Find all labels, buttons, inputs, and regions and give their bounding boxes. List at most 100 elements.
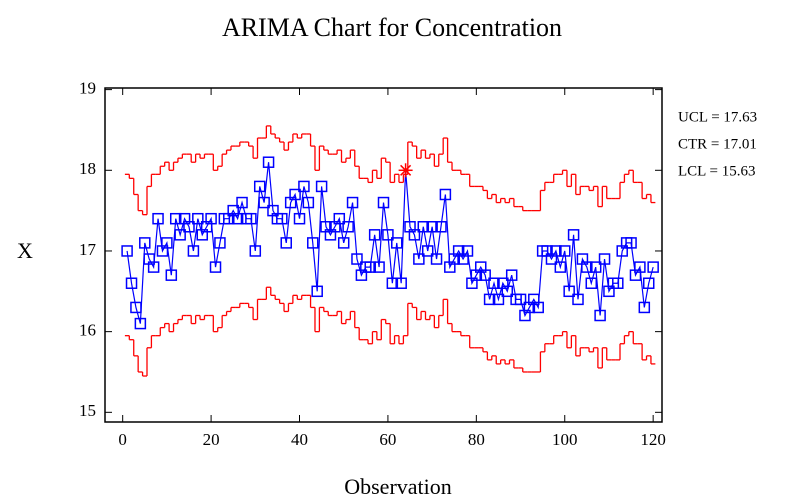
point-marker	[413, 253, 425, 265]
point-marker	[262, 156, 275, 168]
point-marker	[567, 229, 580, 241]
data-line	[126, 162, 654, 324]
point-marker	[395, 277, 407, 289]
point-marker	[391, 237, 403, 249]
x-tick-label: 40	[291, 430, 308, 449]
point-marker	[346, 196, 359, 209]
asterisk-stroke	[400, 164, 412, 176]
point-marker	[634, 261, 646, 273]
point-marker	[307, 237, 319, 249]
point-marker	[501, 285, 514, 298]
point-marker	[298, 180, 310, 193]
point-marker	[435, 221, 447, 233]
point-marker	[594, 309, 606, 322]
x-tick-label: 100	[552, 430, 578, 449]
point-marker	[598, 253, 611, 265]
point-marker	[426, 221, 438, 233]
point-marker	[581, 261, 593, 273]
point-marker	[550, 245, 562, 257]
point-marker	[249, 245, 262, 257]
point-marker	[572, 293, 584, 306]
point-marker	[488, 277, 500, 289]
point-marker	[152, 212, 164, 225]
x-tick-label: 60	[379, 430, 396, 449]
y-axis-label: X	[17, 238, 33, 263]
point-marker	[589, 261, 602, 273]
point-marker	[121, 245, 133, 257]
point-marker	[315, 180, 328, 193]
point-marker	[333, 212, 346, 225]
x-tick-label: 20	[203, 430, 220, 449]
point-marker	[638, 301, 651, 314]
y-tick-label: 15	[79, 401, 96, 420]
point-marker	[492, 293, 505, 306]
point-marker	[187, 245, 200, 257]
point-marker	[174, 229, 186, 241]
point-marker	[461, 245, 474, 257]
point-marker	[245, 212, 257, 225]
y-tick-label: 16	[79, 321, 96, 340]
point-marker	[169, 212, 182, 225]
point-marker	[642, 277, 655, 289]
point-marker	[231, 212, 244, 225]
summary-label: LCL = 15.63	[678, 163, 755, 179]
point-marker	[125, 277, 138, 289]
chart-title: ARIMA Chart for Concentration	[222, 13, 562, 42]
point-marker	[408, 229, 421, 241]
point-marker	[430, 253, 443, 265]
point-marker	[417, 221, 430, 233]
point-marker	[147, 261, 160, 273]
point-marker	[280, 237, 292, 249]
point-marker	[647, 261, 659, 273]
y-tick-label: 19	[79, 79, 96, 98]
point-marker	[209, 261, 222, 273]
point-marker	[276, 212, 288, 225]
point-marker	[311, 285, 323, 298]
point-marker	[505, 269, 518, 281]
point-marker	[625, 237, 637, 249]
point-marker	[205, 212, 217, 225]
point-marker	[612, 277, 624, 289]
point-marker	[192, 212, 204, 225]
point-marker	[183, 221, 195, 233]
x-tick-label: 0	[118, 430, 127, 449]
plot-frame	[104, 87, 663, 423]
point-marker	[563, 285, 575, 298]
point-marker	[483, 293, 496, 306]
x-tick-label: 120	[640, 430, 666, 449]
point-marker	[585, 277, 598, 289]
point-marker	[351, 253, 363, 265]
point-marker	[364, 261, 376, 273]
point-marker	[532, 301, 544, 314]
point-marker	[479, 269, 491, 281]
y-tick-label: 18	[79, 159, 96, 178]
y-tick-label: 17	[79, 240, 97, 259]
point-marker	[514, 293, 527, 306]
point-marker	[130, 301, 142, 314]
point-marker	[214, 237, 226, 249]
point-marker	[421, 245, 434, 257]
point-marker	[236, 196, 248, 209]
point-marker	[386, 277, 399, 289]
out-of-control-marker	[398, 163, 413, 178]
point-marker	[134, 317, 147, 330]
point-marker	[337, 237, 350, 249]
point-marker	[139, 237, 151, 249]
point-marker	[558, 245, 571, 257]
x-tick-label: 80	[468, 430, 485, 449]
point-marker	[342, 221, 354, 233]
point-marker	[253, 180, 266, 193]
point-marker	[165, 269, 178, 281]
point-marker	[373, 261, 385, 273]
point-marker	[439, 188, 452, 201]
point-marker	[377, 196, 390, 209]
point-marker	[289, 188, 301, 201]
summary-label: UCL = 17.63	[678, 109, 757, 125]
point-marker	[554, 261, 567, 273]
point-marker	[382, 229, 394, 241]
point-marker	[368, 229, 381, 241]
point-marker	[161, 237, 173, 249]
point-marker	[258, 196, 270, 209]
x-axis-label: Observation	[344, 474, 452, 499]
